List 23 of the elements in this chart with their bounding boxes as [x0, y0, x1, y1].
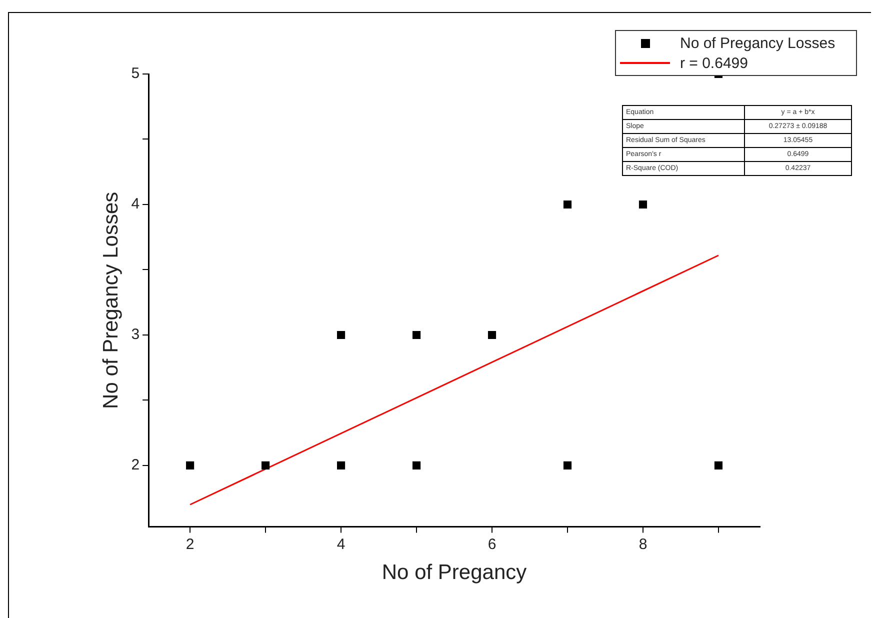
point: [412, 330, 421, 340]
x-tick-label: 2: [186, 536, 194, 553]
point: [412, 461, 421, 470]
point: [563, 200, 572, 209]
y-tick-label: 3: [131, 326, 140, 344]
point: [337, 461, 346, 470]
point: [638, 200, 648, 209]
y-tick-label: 4: [131, 196, 140, 213]
point: [337, 330, 346, 340]
y-tick-label: 5: [131, 65, 140, 82]
point: [262, 461, 270, 470]
x-tick-label: 8: [638, 536, 648, 553]
point: [186, 461, 194, 470]
y-tick-label: 2: [131, 456, 140, 474]
y-axis-title: No of Pregancy Losses: [99, 192, 122, 409]
x-tick-label: 6: [488, 536, 496, 553]
legend-label: No of Pregancy Losses: [680, 34, 836, 52]
x-tick-label: 4: [336, 536, 346, 553]
legend-label: r = 0.6499: [680, 54, 748, 72]
point: [488, 330, 496, 340]
point: [563, 461, 572, 470]
x-axis-title: No of Pregancy: [382, 561, 528, 584]
point: [714, 461, 723, 470]
